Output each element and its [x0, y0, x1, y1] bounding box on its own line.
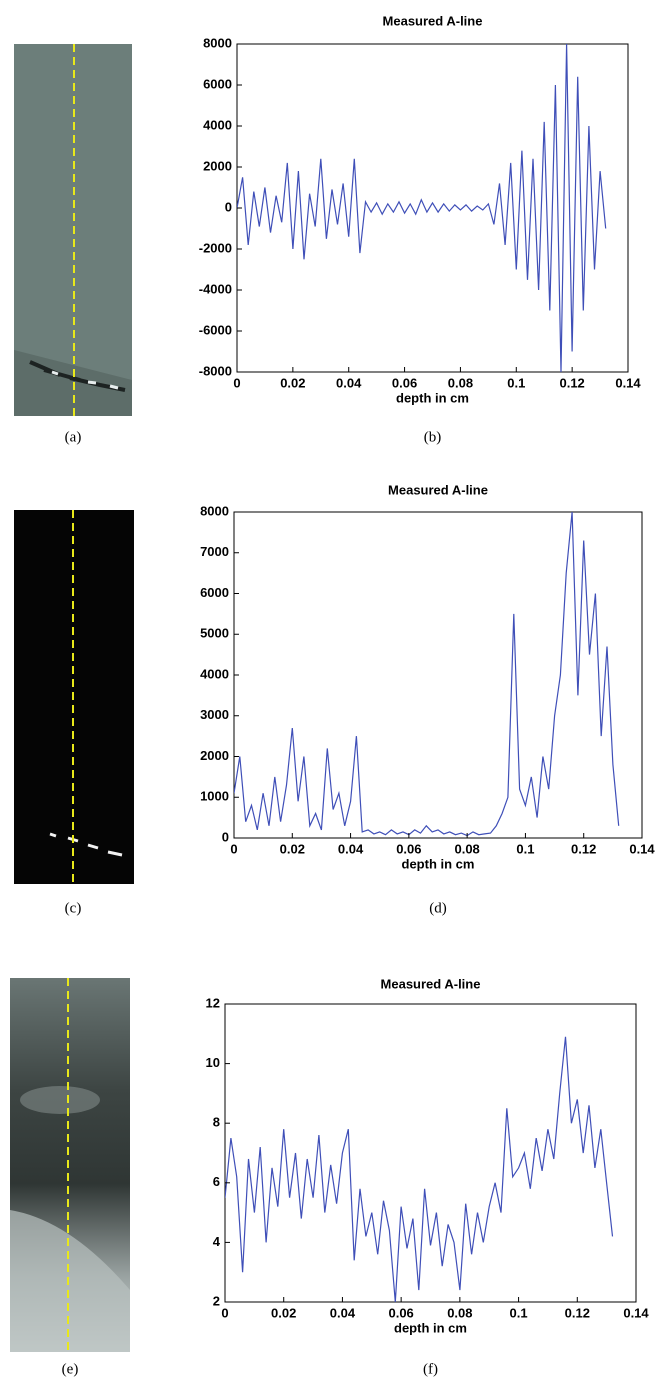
chart-caption: (f): [423, 1361, 438, 1377]
plot-lines: [234, 512, 620, 837]
x-tick-label: 0.08: [454, 841, 479, 856]
plot-area: [224, 1003, 637, 1303]
x-tick-label: 0.14: [629, 841, 655, 856]
image-e: [10, 978, 130, 1352]
chart-caption: (b): [424, 429, 442, 445]
x-axis-label: depth in cm: [394, 1320, 467, 1335]
series-line: [237, 44, 607, 372]
x-tick-label: 0: [221, 1305, 228, 1320]
chart-title: Measured A-line: [383, 13, 483, 28]
plot-area: [233, 511, 643, 839]
x-tick-label: 0.12: [559, 375, 584, 390]
y-tick-label: 8000: [200, 503, 229, 518]
x-tick-label: 0.12: [565, 1305, 590, 1320]
x-tick-label: 0.02: [280, 375, 305, 390]
y-tick-label: -6000: [199, 322, 232, 337]
plot-area: [236, 43, 629, 373]
y-tick-label: 0: [225, 199, 232, 214]
x-tick-label: 0.1: [510, 1305, 528, 1320]
y-tick-label: 6000: [203, 76, 232, 91]
y-tick-label: 5000: [200, 626, 229, 641]
plot-lines: [237, 44, 607, 372]
x-tick-label: 0.02: [271, 1305, 296, 1320]
x-tick-label: 0: [230, 841, 237, 856]
x-tick-label: 0: [233, 375, 240, 390]
x-tick-label: 0.08: [448, 375, 473, 390]
y-tick-label: 12: [206, 995, 220, 1010]
y-tick-label: 8000: [203, 35, 232, 50]
x-tick-label: 0.04: [338, 841, 364, 856]
y-tick-label: 6000: [200, 585, 229, 600]
y-tick-label: -8000: [199, 363, 232, 378]
y-tick-label: 0: [222, 829, 229, 844]
x-axis-label: depth in cm: [396, 390, 469, 405]
x-tick-label: 0.12: [571, 841, 596, 856]
image-c: [14, 510, 134, 884]
x-tick-label: 0.02: [280, 841, 305, 856]
y-tick-label: 7000: [200, 544, 229, 559]
x-tick-label: 0.1: [507, 375, 525, 390]
x-tick-label: 0.06: [392, 375, 417, 390]
y-tick-label: 6: [213, 1174, 220, 1189]
y-tick-label: 10: [206, 1055, 220, 1070]
y-tick-label: 2000: [200, 748, 229, 763]
x-tick-label: 0.08: [447, 1305, 472, 1320]
series-line: [225, 1036, 614, 1302]
y-tick-label: 4000: [200, 666, 229, 681]
y-tick-label: 2000: [203, 158, 232, 173]
x-tick-label: 0.14: [615, 375, 641, 390]
y-tick-label: 2: [213, 1293, 220, 1308]
y-tick-label: -2000: [199, 240, 232, 255]
y-tick-label: 4000: [203, 117, 232, 132]
image-caption: (e): [62, 1361, 79, 1377]
series-line: [234, 512, 620, 837]
x-axis-label: depth in cm: [402, 856, 475, 871]
x-tick-label: 0.04: [330, 1305, 356, 1320]
y-tick-label: -4000: [199, 281, 232, 296]
image-caption: (c): [65, 900, 82, 916]
x-tick-label: 0.06: [396, 841, 421, 856]
x-tick-label: 0.04: [336, 375, 362, 390]
image-a: [14, 44, 132, 416]
y-tick-label: 3000: [200, 707, 229, 722]
chart-caption: (d): [429, 900, 447, 916]
chart-title: Measured A-line: [388, 482, 488, 497]
y-tick-label: 4: [213, 1234, 221, 1249]
x-tick-label: 0.1: [516, 841, 534, 856]
plot-lines: [225, 1036, 614, 1302]
x-tick-label: 0.14: [623, 1305, 649, 1320]
chart-title: Measured A-line: [381, 976, 481, 991]
y-tick-label: 8: [213, 1115, 220, 1130]
y-tick-label: 1000: [200, 789, 229, 804]
x-tick-label: 0.06: [388, 1305, 413, 1320]
image-caption: (a): [65, 429, 82, 445]
